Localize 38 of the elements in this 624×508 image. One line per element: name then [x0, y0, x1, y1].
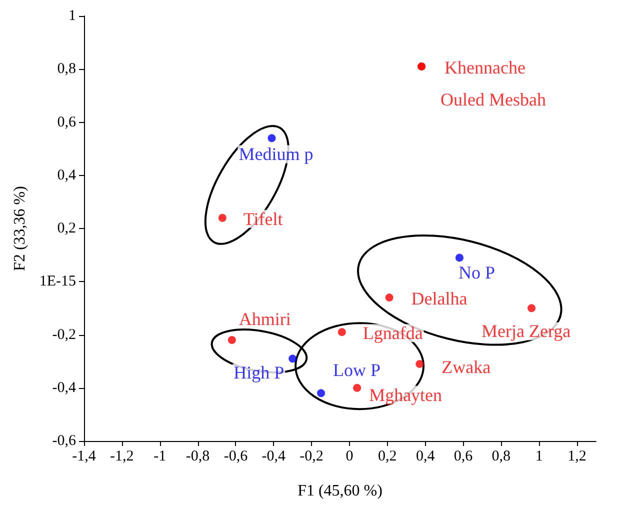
y-axis-title: F2 (33,36 %): [12, 186, 28, 271]
series-label: Zwaka: [442, 356, 491, 377]
series-label: Tifelt: [243, 208, 283, 229]
series-label: No P: [458, 262, 495, 283]
x-tick-label: -0,2: [300, 448, 324, 464]
series-label: Mghayten: [369, 384, 442, 405]
x-tick-label: -1,4: [72, 448, 96, 464]
series-label: Khennache: [444, 57, 526, 78]
series-label: Merja Zerga: [482, 321, 571, 342]
x-tick-label: 1,2: [568, 448, 586, 464]
x-tick-label: 0,6: [454, 448, 474, 464]
y-tick-label: 0,6: [57, 114, 76, 130]
x-tick-label: -0,6: [224, 448, 248, 464]
y-tick-label: 1E-15: [39, 274, 76, 290]
series-label: Medium p: [238, 144, 314, 164]
x-tick-label: -0,4: [262, 448, 286, 464]
series-label: Ouled Mesbah: [440, 89, 546, 110]
x-tick-label: -1,2: [110, 448, 134, 464]
y-tick-label: 1: [68, 8, 76, 24]
y-tick-label: -0,4: [52, 380, 76, 396]
x-tick-label: 0: [346, 448, 354, 464]
x-tick-label: 1: [535, 448, 543, 464]
series-label: High P: [234, 362, 284, 383]
y-tick-label: -0,6: [52, 433, 76, 449]
y-tick-label: 0,2: [57, 220, 76, 236]
x-tick-label: -0,8: [186, 448, 210, 464]
x-tick-label: 0,2: [378, 448, 397, 464]
y-tick-label: -0,2: [52, 326, 76, 343]
x-tick-label: 0,8: [492, 448, 511, 464]
y-tick-label: 0,8: [57, 61, 76, 78]
x-tick-label: 0,4: [416, 448, 436, 464]
series-label: Delalha: [411, 288, 468, 309]
series-label: Ahmiri: [238, 309, 291, 330]
y-tick-label: 0,4: [57, 167, 76, 184]
x-axis-title: F1 (45,60 %): [298, 482, 382, 500]
series-label: Low P: [333, 360, 381, 380]
x-tick-label: -1: [154, 448, 166, 464]
series-label: Lgnafda: [362, 323, 423, 344]
